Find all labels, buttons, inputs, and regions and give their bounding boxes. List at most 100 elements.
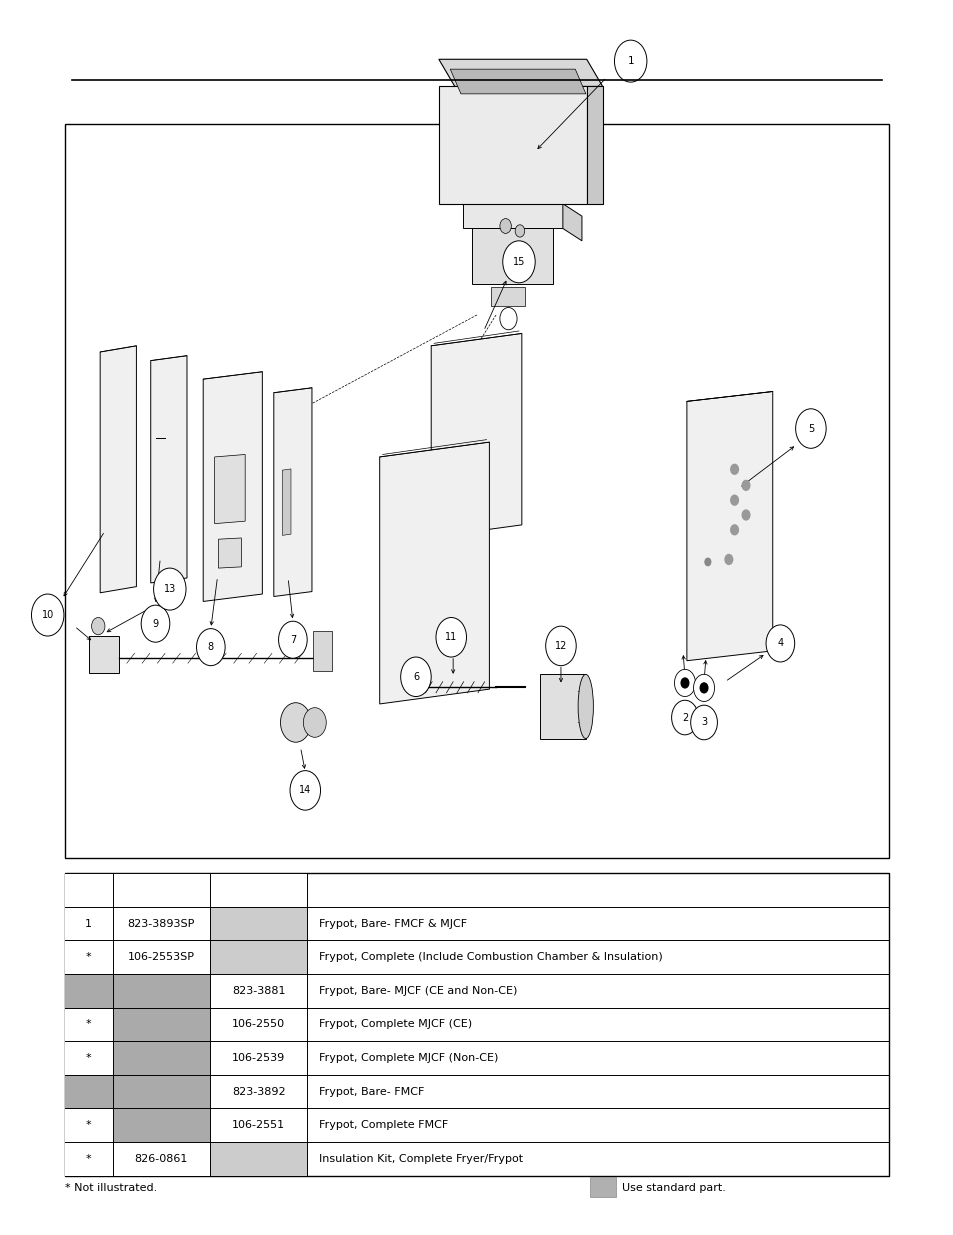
Circle shape — [502, 241, 535, 283]
Bar — [65, 1109, 112, 1142]
Circle shape — [730, 464, 738, 474]
Text: 8: 8 — [208, 642, 213, 652]
Bar — [65, 873, 112, 906]
Polygon shape — [151, 356, 187, 583]
Circle shape — [693, 674, 714, 701]
Polygon shape — [686, 391, 772, 661]
Polygon shape — [562, 204, 581, 241]
Text: *: * — [86, 952, 91, 962]
Text: 823-3892: 823-3892 — [232, 1087, 285, 1097]
Circle shape — [515, 225, 524, 237]
Bar — [65, 873, 888, 1176]
Circle shape — [680, 678, 688, 688]
Text: 14: 14 — [299, 785, 311, 795]
Polygon shape — [472, 228, 553, 284]
Circle shape — [671, 700, 698, 735]
Text: Frypot, Complete MJCF (CE): Frypot, Complete MJCF (CE) — [318, 1019, 472, 1030]
Bar — [65, 974, 112, 1008]
Text: 823-3881: 823-3881 — [232, 986, 285, 995]
Text: 12: 12 — [555, 641, 566, 651]
Text: *: * — [86, 1019, 91, 1030]
Polygon shape — [203, 372, 262, 601]
Bar — [589, 1177, 616, 1197]
Polygon shape — [539, 674, 585, 739]
Text: *: * — [86, 1120, 91, 1130]
Text: Use standard part.: Use standard part. — [621, 1183, 725, 1193]
Polygon shape — [586, 86, 602, 204]
Ellipse shape — [578, 674, 593, 739]
Polygon shape — [438, 59, 602, 86]
Bar — [65, 124, 888, 858]
Bar — [65, 1142, 112, 1176]
Circle shape — [704, 558, 710, 566]
Polygon shape — [274, 388, 312, 597]
Text: Frypot, Bare- FMCF & MJCF: Frypot, Bare- FMCF & MJCF — [318, 919, 466, 929]
Bar — [65, 1041, 112, 1074]
Circle shape — [545, 626, 576, 666]
Bar — [112, 906, 210, 940]
Text: 823-3893SP: 823-3893SP — [128, 919, 194, 929]
Text: Frypot, Bare- FMCF: Frypot, Bare- FMCF — [318, 1087, 423, 1097]
Circle shape — [730, 525, 738, 535]
Bar — [112, 1008, 210, 1041]
Text: 826-0861: 826-0861 — [134, 1153, 188, 1163]
Text: 3: 3 — [700, 718, 706, 727]
Polygon shape — [214, 454, 245, 524]
Text: 106-2539: 106-2539 — [232, 1053, 285, 1063]
Text: Insulation Kit, Complete Fryer/Frypot: Insulation Kit, Complete Fryer/Frypot — [318, 1153, 522, 1163]
Bar — [112, 1041, 210, 1074]
Text: 7: 7 — [290, 635, 295, 645]
Bar — [210, 1074, 307, 1109]
Polygon shape — [431, 333, 521, 537]
Bar — [112, 1074, 210, 1109]
Bar — [210, 1008, 307, 1041]
Circle shape — [280, 703, 311, 742]
Text: 15: 15 — [513, 257, 524, 267]
Text: 1: 1 — [627, 56, 634, 67]
Text: 10: 10 — [42, 610, 53, 620]
Polygon shape — [462, 204, 562, 228]
Bar — [112, 1109, 210, 1142]
Circle shape — [31, 594, 64, 636]
Polygon shape — [218, 538, 241, 568]
Bar — [210, 1142, 307, 1176]
Text: Frypot, Complete FMCF: Frypot, Complete FMCF — [318, 1120, 447, 1130]
Text: *: * — [86, 1053, 91, 1063]
Bar — [210, 873, 307, 906]
Text: 106-2551: 106-2551 — [232, 1120, 285, 1130]
Circle shape — [499, 219, 511, 233]
Bar — [65, 940, 112, 974]
Polygon shape — [100, 346, 136, 593]
Polygon shape — [379, 442, 489, 704]
Text: 1: 1 — [85, 919, 92, 929]
Bar — [112, 974, 210, 1008]
Text: *: * — [86, 1153, 91, 1163]
Bar — [112, 940, 210, 974]
Circle shape — [91, 618, 105, 635]
Polygon shape — [89, 636, 119, 673]
Bar — [210, 906, 307, 940]
Circle shape — [400, 657, 431, 697]
Circle shape — [730, 495, 738, 505]
Circle shape — [436, 618, 466, 657]
Text: 11: 11 — [445, 632, 456, 642]
Circle shape — [290, 771, 320, 810]
Circle shape — [741, 510, 749, 520]
Bar — [112, 873, 210, 906]
Polygon shape — [450, 69, 585, 94]
Text: 5: 5 — [807, 424, 813, 433]
Circle shape — [741, 480, 749, 490]
Text: 106-2553SP: 106-2553SP — [128, 952, 194, 962]
Circle shape — [196, 629, 225, 666]
Text: 2: 2 — [681, 713, 687, 722]
Circle shape — [700, 683, 707, 693]
Circle shape — [795, 409, 825, 448]
Circle shape — [690, 705, 717, 740]
Text: 13: 13 — [164, 584, 175, 594]
Circle shape — [765, 625, 794, 662]
Text: * Not illustrated.: * Not illustrated. — [65, 1183, 157, 1193]
Bar — [210, 940, 307, 974]
Bar — [210, 1109, 307, 1142]
Circle shape — [499, 308, 517, 330]
Circle shape — [614, 41, 646, 83]
